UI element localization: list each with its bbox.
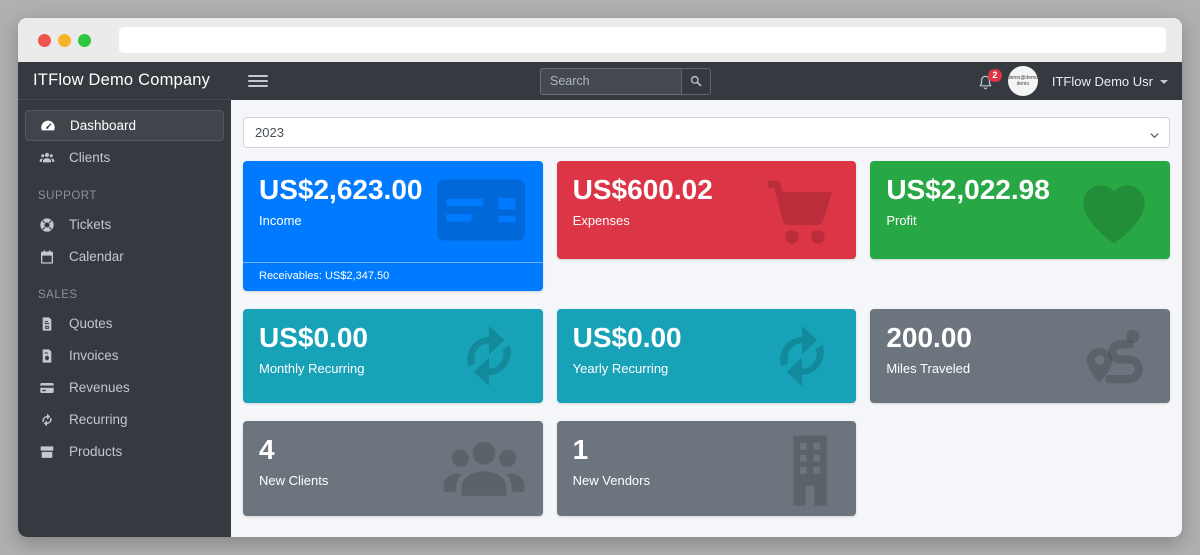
sidebar-item-label: Quotes xyxy=(69,316,113,331)
dashboard-content: 2023 US$2,623.00 Income Receivables: U xyxy=(231,100,1182,537)
income-value: US$2,623.00 xyxy=(259,174,423,205)
shopping-cart-icon xyxy=(762,174,840,246)
credit-card-icon xyxy=(37,379,56,396)
user-name: ITFlow Demo Usr xyxy=(1051,73,1153,89)
browser-window: ITFlow Demo Company Dashboard Clients SU… xyxy=(18,18,1182,537)
sidebar-item-label: Tickets xyxy=(69,217,112,232)
new-clients-card[interactable]: 4 New Clients xyxy=(243,421,543,516)
sidebar-item-dashboard[interactable]: Dashboard xyxy=(25,110,224,141)
monthly-recurring-label: Monthly Recurring xyxy=(259,361,365,377)
sync-icon xyxy=(451,318,527,394)
monthly-recurring-card[interactable]: US$0.00 Monthly Recurring xyxy=(243,309,543,403)
sidebar-item-label: Products xyxy=(69,444,123,459)
new-clients-label: New Clients xyxy=(259,473,329,489)
sync-icon xyxy=(764,318,840,394)
maximize-window-button[interactable] xyxy=(78,33,91,47)
users-icon xyxy=(441,433,527,505)
avatar-text: demo xyxy=(1016,81,1030,87)
hamburger-menu-icon[interactable] xyxy=(248,75,268,87)
sidebar-item-calendar[interactable]: Calendar xyxy=(25,241,224,272)
income-footer: Receivables: US$2,347.50 xyxy=(243,262,543,291)
life-ring-icon xyxy=(37,216,56,233)
credit-card-icon xyxy=(435,177,527,243)
search-input[interactable] xyxy=(540,67,681,95)
sidebar-item-revenues[interactable]: Revenues xyxy=(25,372,224,403)
notification-count-badge: 2 xyxy=(987,68,1002,82)
minimize-window-button[interactable] xyxy=(58,33,71,47)
search-button[interactable] xyxy=(681,67,711,95)
sidebar-nav: Dashboard Clients SUPPORT Tickets xyxy=(18,100,231,468)
search-group xyxy=(540,67,711,95)
sidebar-section-sales: SALES xyxy=(38,289,78,301)
tachometer-icon xyxy=(38,117,57,134)
file-invoice-icon xyxy=(37,347,56,364)
sync-icon xyxy=(37,411,56,428)
close-window-button[interactable] xyxy=(38,33,51,47)
sidebar-item-tickets[interactable]: Tickets xyxy=(25,209,224,240)
income-label: Income xyxy=(259,213,302,229)
sidebar-item-clients[interactable]: Clients xyxy=(25,142,224,173)
yearly-recurring-label: Yearly Recurring xyxy=(572,361,669,377)
sidebar: ITFlow Demo Company Dashboard Clients SU… xyxy=(18,62,231,537)
user-avatar[interactable]: demo@demo demo xyxy=(1007,66,1038,96)
sidebar-item-label: Clients xyxy=(69,150,111,165)
miles-label: Miles Traveled xyxy=(886,361,971,377)
file-quote-icon xyxy=(37,315,56,332)
sidebar-item-invoices[interactable]: Invoices xyxy=(25,340,224,371)
new-vendors-card[interactable]: 1 New Vendors xyxy=(556,421,857,516)
sidebar-item-label: Recurring xyxy=(69,412,128,427)
yearly-recurring-value: US$0.00 xyxy=(572,322,682,353)
new-vendors-value: 1 xyxy=(572,434,589,465)
heart-icon xyxy=(1074,173,1154,247)
monthly-recurring-value: US$0.00 xyxy=(259,322,368,353)
sidebar-item-label: Dashboard xyxy=(70,118,137,133)
profit-label: Profit xyxy=(886,213,917,229)
sidebar-item-label: Calendar xyxy=(69,249,124,264)
company-brand[interactable]: ITFlow Demo Company xyxy=(18,62,231,100)
route-icon xyxy=(1078,318,1154,394)
expenses-card[interactable]: US$600.02 Expenses xyxy=(556,161,857,259)
new-clients-value: 4 xyxy=(259,434,275,465)
yearly-recurring-card[interactable]: US$0.00 Yearly Recurring xyxy=(556,309,857,403)
miles-traveled-card[interactable]: 200.00 Miles Traveled xyxy=(870,309,1170,403)
browser-chrome xyxy=(18,18,1182,62)
search-icon xyxy=(689,74,703,88)
box-icon xyxy=(37,443,56,460)
profit-card[interactable]: US$2,022.98 Profit xyxy=(870,161,1170,259)
profit-value: US$2,022.98 xyxy=(886,174,1050,205)
window-controls xyxy=(38,33,91,47)
sidebar-item-products[interactable]: Products xyxy=(25,436,224,467)
sidebar-section-support: SUPPORT xyxy=(38,190,97,202)
expenses-label: Expenses xyxy=(572,213,630,229)
sidebar-item-quotes[interactable]: Quotes xyxy=(25,308,224,339)
user-menu[interactable]: ITFlow Demo Usr xyxy=(1052,74,1168,89)
income-card[interactable]: US$2,623.00 Income Receivables: US$2,347… xyxy=(243,161,543,291)
sidebar-item-recurring[interactable]: Recurring xyxy=(25,404,224,435)
new-vendors-label: New Vendors xyxy=(572,473,650,489)
users-icon xyxy=(37,149,56,166)
url-bar[interactable] xyxy=(119,27,1166,53)
notifications-button[interactable]: 2 xyxy=(977,68,1002,91)
year-select[interactable]: 2023 xyxy=(243,117,1170,148)
sidebar-item-label: Revenues xyxy=(69,380,130,395)
sidebar-item-label: Invoices xyxy=(69,348,119,363)
miles-value: 200.00 xyxy=(886,322,972,353)
expenses-value: US$600.02 xyxy=(572,174,713,205)
caret-down-icon xyxy=(1160,80,1168,84)
calendar-icon xyxy=(37,248,56,265)
top-navbar: 2 demo@demo demo ITFlow Demo Usr xyxy=(231,62,1182,100)
avatar-text: demo@demo xyxy=(1007,74,1038,81)
building-icon xyxy=(780,431,840,507)
